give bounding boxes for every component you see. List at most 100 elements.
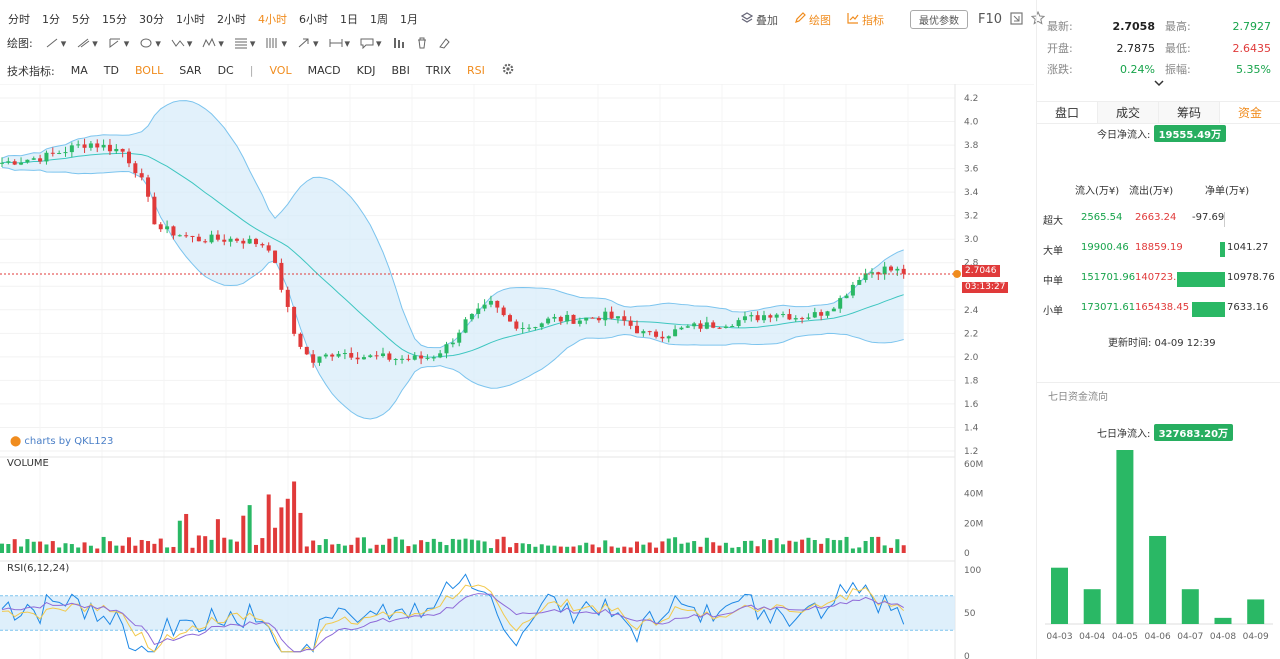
candle-body — [431, 357, 436, 359]
seven-day-tick: 04-07 — [1177, 632, 1203, 642]
measure-tool[interactable]: ▾ — [329, 37, 350, 50]
timeframe-3[interactable]: 15分 — [102, 13, 127, 26]
tab-funds[interactable]: 资金 — [1220, 102, 1280, 123]
timeframe-5[interactable]: 1小时 — [176, 13, 205, 26]
arrow-tool[interactable]: ▾ — [297, 37, 319, 50]
volume-bar — [215, 519, 220, 553]
latest-value: 2.7058 — [1112, 20, 1155, 33]
volume-bar — [476, 540, 481, 553]
timeframe-1[interactable]: 1分 — [42, 13, 60, 26]
indicator-macd[interactable]: MACD — [307, 64, 341, 77]
right-panel: 最新: 2.7058 最高: 2.7927 开盘: 2.7875 最低: 2.6… — [1036, 0, 1280, 659]
volume-bar — [831, 539, 836, 553]
price-tick: 3.0 — [964, 235, 979, 245]
circle-tool[interactable]: ▾ — [139, 37, 161, 50]
candle-body — [412, 355, 417, 360]
timeframe-6[interactable]: 2小时 — [217, 13, 246, 26]
candle-body — [184, 235, 189, 237]
candle-body — [539, 323, 544, 328]
tab-orderbook[interactable]: 盘口 — [1037, 102, 1098, 123]
volume-bar — [482, 541, 487, 553]
pattern-tool[interactable]: ▾ — [202, 37, 224, 50]
indicator-kdj[interactable]: KDJ — [356, 64, 376, 77]
tab-chips[interactable]: 筹码 — [1159, 102, 1220, 123]
fullscreen-icon[interactable] — [1010, 11, 1023, 28]
indicator-trix[interactable]: TRIX — [425, 64, 451, 77]
indicator-sar[interactable]: SAR — [179, 64, 202, 77]
timeframe-4[interactable]: 30分 — [139, 13, 164, 26]
volume-bar — [698, 546, 703, 553]
tab-trades[interactable]: 成交 — [1098, 102, 1159, 123]
eraser-icon[interactable] — [438, 37, 450, 49]
indicator-vol[interactable]: VOL — [269, 64, 292, 77]
timeframe-11[interactable]: 1月 — [400, 13, 418, 26]
candle-body — [6, 161, 11, 163]
volume-bar — [768, 540, 773, 553]
volume-bar — [635, 541, 639, 553]
volume-bar — [869, 536, 874, 553]
f10-button[interactable]: F10 — [978, 12, 1003, 27]
ray-tool[interactable]: ▾ — [76, 37, 98, 50]
star-icon[interactable] — [1030, 10, 1046, 28]
volume-bar — [850, 548, 855, 553]
price-chart[interactable]: 4.24.03.83.63.43.23.02.82.62.42.22.01.81… — [0, 84, 1034, 659]
volume-bar — [457, 539, 462, 553]
candle-body — [635, 325, 639, 334]
vlines-tool[interactable]: ▾ — [265, 37, 287, 50]
candle-body — [342, 353, 347, 355]
today-inflow-label: 今日净流入: — [1097, 130, 1151, 141]
timeframe-10[interactable]: 1周 — [370, 13, 388, 26]
indicators-label: 技术指标: — [7, 64, 55, 78]
seven-day-bar — [1214, 617, 1232, 624]
candle-body — [101, 144, 106, 148]
indicator-ma[interactable]: MA — [70, 64, 88, 77]
candle-body — [901, 268, 906, 274]
volume-bar — [685, 542, 690, 553]
angle-tool[interactable]: ▾ — [108, 37, 129, 50]
overlay-button[interactable]: 叠加 — [740, 12, 778, 28]
row-inflow: 173071.61 — [1081, 302, 1136, 313]
comment-tool[interactable]: ▾ — [360, 37, 382, 50]
candle-body — [196, 236, 201, 242]
volume-bar — [692, 541, 697, 553]
candle-body — [819, 312, 824, 316]
indicator-boll[interactable]: BOLL — [134, 64, 164, 77]
volume-bar — [819, 543, 824, 553]
candle-body — [533, 327, 538, 329]
line-tool[interactable]: ▾ — [45, 37, 66, 50]
timeframe-8[interactable]: 6小时 — [299, 13, 328, 26]
volume-bar — [730, 547, 735, 553]
candle-body — [647, 331, 652, 333]
indicator-dc[interactable]: DC — [217, 64, 234, 77]
volume-bar — [361, 537, 366, 553]
volume-bar — [679, 543, 684, 553]
expand-chevron-icon[interactable] — [1153, 79, 1165, 92]
indicator-td[interactable]: TD — [103, 64, 119, 77]
fib-tool[interactable]: ▾ — [234, 37, 255, 50]
indicator-bbi[interactable]: BBI — [391, 64, 410, 77]
trash-icon[interactable] — [416, 37, 428, 49]
amplitude-label: 振幅: — [1165, 63, 1191, 76]
gear-icon[interactable] — [501, 62, 515, 79]
timeframe-0[interactable]: 分时 — [8, 13, 30, 26]
draw-button[interactable]: 绘图 — [794, 12, 831, 28]
timeframe-9[interactable]: 1日 — [340, 13, 358, 26]
timeframe-2[interactable]: 5分 — [72, 13, 90, 26]
candle-body — [127, 151, 131, 164]
volume-bar — [285, 498, 290, 553]
indicator-rsi[interactable]: RSI — [467, 64, 485, 77]
candle-body — [622, 316, 627, 321]
candle-body — [781, 314, 786, 316]
wave-tool[interactable]: ▾ — [171, 37, 192, 50]
indicator-button[interactable]: 指标 — [847, 12, 884, 28]
candle-body — [488, 300, 493, 305]
watermark: ⬤ charts by QKL123 — [10, 436, 113, 447]
optimal-params-button[interactable]: 最优参数 — [910, 10, 968, 29]
volume-bar — [311, 540, 316, 553]
candle-tool[interactable] — [392, 37, 406, 49]
seven-day-tick: 04-05 — [1112, 632, 1138, 642]
candle-body — [292, 306, 297, 334]
row-outflow: 2663.24 — [1135, 212, 1177, 223]
timeframe-7[interactable]: 4小时 — [258, 13, 287, 26]
volume-bar — [622, 546, 627, 553]
